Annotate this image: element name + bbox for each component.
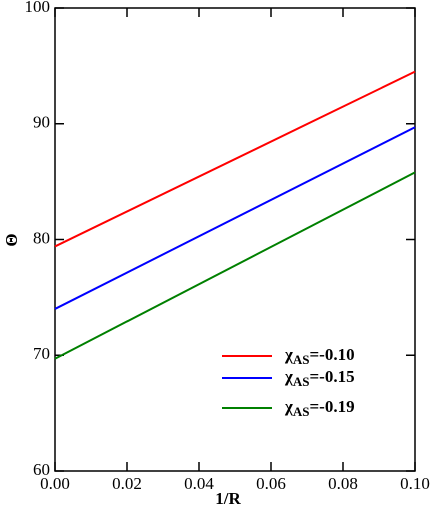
line-series	[54, 126, 416, 310]
y-tick-label: 70	[33, 344, 50, 363]
x-tick-label: 0.00	[40, 474, 70, 493]
y-axis-label: Θ	[2, 233, 21, 246]
y-tick-label: 90	[33, 113, 50, 132]
x-tick-label: 0.04	[184, 474, 214, 493]
legend-label: χAS=-0.15	[284, 367, 355, 389]
line-series	[54, 171, 416, 360]
y-tick-label: 60	[33, 460, 50, 479]
y-tick-label: 100	[25, 0, 51, 16]
x-tick-label: 0.02	[112, 474, 142, 493]
x-tick-label: 0.06	[256, 474, 286, 493]
legend-label: χAS=-0.10	[284, 345, 355, 367]
line-series	[54, 70, 416, 248]
legend-label: χAS=-0.19	[284, 397, 355, 419]
x-tick-label: 0.08	[328, 474, 358, 493]
y-tick-label: 80	[33, 228, 50, 247]
plot-frame	[54, 7, 416, 472]
x-tick-label: 0.10	[400, 474, 430, 493]
x-axis-label: 1/R	[215, 489, 241, 508]
